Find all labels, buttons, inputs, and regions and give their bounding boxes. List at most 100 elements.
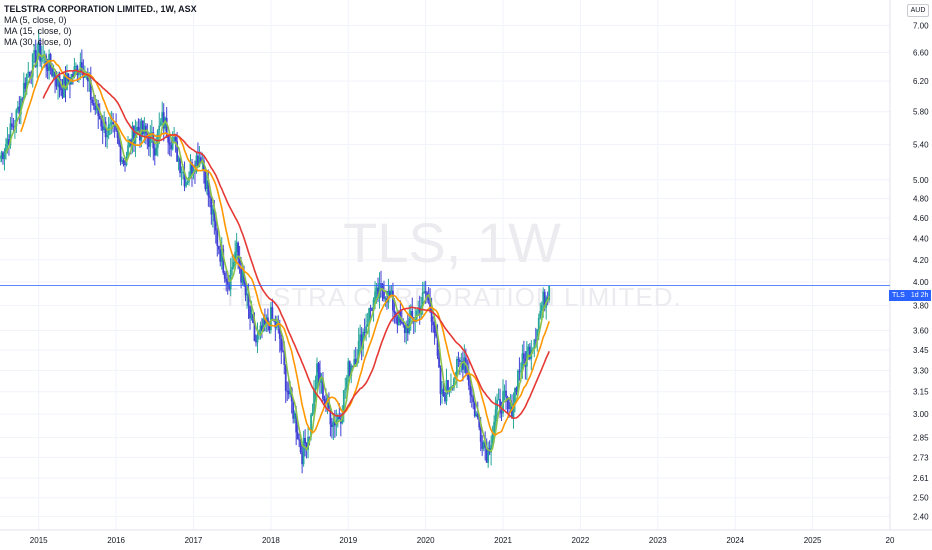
candle-body <box>252 313 254 324</box>
candle-body <box>543 291 546 308</box>
candle-body <box>470 395 473 397</box>
candle-body <box>487 448 490 463</box>
candle-body <box>6 139 9 145</box>
candle-body <box>432 321 434 326</box>
candle-body <box>491 432 494 446</box>
candle-body <box>396 317 399 325</box>
candle-body <box>9 123 12 146</box>
candle-body <box>54 71 56 80</box>
price-tick-label: 6.20 <box>913 77 929 86</box>
candle-body <box>82 71 85 78</box>
candle-body <box>274 319 277 328</box>
candle-body <box>15 109 18 127</box>
candle-body <box>485 447 488 463</box>
candle-body <box>330 424 333 427</box>
candle-body <box>377 287 379 299</box>
legend-ma15[interactable]: MA (15, close, 0) <box>4 26 72 36</box>
candle-body <box>256 335 259 343</box>
candle-body <box>174 136 177 142</box>
candle-body <box>305 443 308 450</box>
candle-body <box>542 291 545 306</box>
candle-body <box>211 208 214 215</box>
candle-body <box>354 359 357 364</box>
candle-body <box>195 155 198 172</box>
currency-button[interactable]: AUD <box>907 4 929 17</box>
candle-body <box>88 79 91 82</box>
price-tag-countdown: 1d 2h <box>907 290 932 301</box>
candle-body <box>37 42 40 57</box>
candle-body <box>351 365 354 367</box>
price-tick-label: 5.80 <box>913 108 929 117</box>
candle-body <box>21 98 24 100</box>
candle-body <box>406 324 409 334</box>
candle-body <box>40 57 43 62</box>
candle-body <box>342 390 345 415</box>
price-tick-label: 2.85 <box>913 434 929 443</box>
candle-body <box>16 106 19 110</box>
candle-body <box>34 50 37 67</box>
candle-body <box>405 324 408 334</box>
candle-body <box>329 408 332 425</box>
candle-body <box>402 322 405 325</box>
candle-body <box>482 442 485 449</box>
candle-body <box>27 71 30 74</box>
candle-body <box>423 291 426 293</box>
candle-body <box>316 363 318 389</box>
candle-body <box>448 389 451 391</box>
candle-body <box>223 272 226 279</box>
legend-ma30[interactable]: MA (30, close, 0) <box>4 37 72 47</box>
candle-body <box>304 437 307 444</box>
candle-body <box>299 439 302 453</box>
candle-body <box>149 132 152 147</box>
candle-body <box>231 266 234 270</box>
candle-body <box>45 55 48 67</box>
candle-body <box>372 299 375 311</box>
time-axis[interactable]: 2015 2016 2017 2018 2019 2020 2021 2022 2023 2024… <box>30 536 895 545</box>
candle-body <box>540 305 543 311</box>
candle-body <box>393 310 396 313</box>
candle-body <box>222 248 225 273</box>
price-tick-label: 5.40 <box>913 141 929 150</box>
candle-body <box>381 284 384 291</box>
candle-body <box>73 66 76 77</box>
price-axis[interactable]: 7.00 6.60 6.20 5.80 5.40 5.00 4.80 4.60 4.40 4.20… <box>913 21 929 521</box>
candle-body <box>520 370 522 372</box>
candle-body <box>467 373 470 386</box>
candle-body <box>348 361 351 377</box>
candle-body <box>176 141 179 162</box>
candle-body <box>481 441 484 449</box>
legend-ma5[interactable]: MA (5, close, 0) <box>4 15 67 25</box>
candle-body <box>539 310 542 318</box>
candle-body <box>283 350 286 365</box>
candle-body <box>31 53 34 77</box>
candle-body <box>48 54 51 71</box>
price-tick-label: 3.30 <box>913 366 929 375</box>
candle-body <box>95 104 98 111</box>
candle-body <box>86 74 89 82</box>
time-tick-label: 2018 <box>262 536 280 545</box>
candle-body <box>204 170 207 189</box>
candle-body <box>457 359 460 361</box>
candle-body <box>417 307 420 312</box>
candle-body <box>69 80 71 85</box>
candle-body <box>225 278 228 282</box>
candle-body <box>338 416 341 420</box>
candle-body <box>345 377 348 389</box>
price-tick-label: 2.61 <box>913 474 929 483</box>
candle-body <box>469 385 472 396</box>
candle-body <box>528 346 531 359</box>
candle-body <box>72 74 74 77</box>
candle-body <box>475 413 478 417</box>
price-tick-label: 4.40 <box>913 234 929 243</box>
time-tick-label: 20 <box>886 536 895 545</box>
candle-body <box>208 196 211 198</box>
candle-body <box>77 70 80 76</box>
candle-body <box>266 317 269 325</box>
candle-body <box>197 155 199 167</box>
candle-body <box>115 126 117 131</box>
candle-body <box>521 353 524 371</box>
candle-body <box>106 135 109 138</box>
candle-body <box>302 437 305 465</box>
candle-body <box>250 313 253 319</box>
